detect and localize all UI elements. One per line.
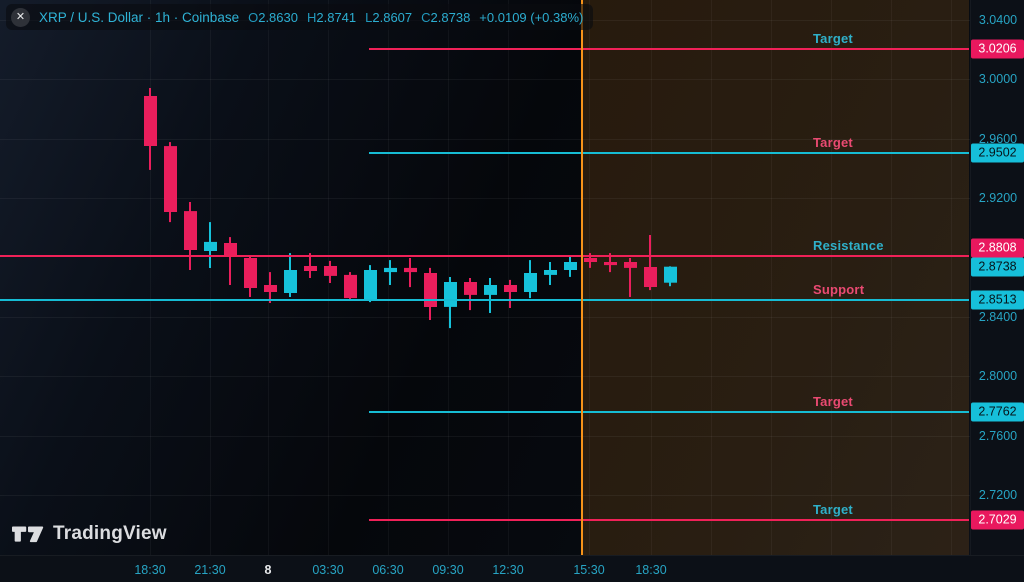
candle[interactable] xyxy=(664,266,677,287)
ohlc-c: C 2.8738 xyxy=(421,9,471,25)
price-tick-label: 2.8400 xyxy=(978,310,1018,324)
tradingview-logo-icon xyxy=(12,525,44,542)
tradingview-logo-text: TradingView xyxy=(53,523,167,544)
price-axis[interactable]: 3.0400 3.0000 2.9600 2.9200 2.8400 2.8000 2.76… xyxy=(970,0,1024,555)
candle[interactable] xyxy=(484,278,497,313)
price-badge: 2.7762 xyxy=(971,402,1024,422)
support-label: Support xyxy=(813,282,865,297)
time-axis[interactable]: 18:30 21:30 8 03:30 06:30 09:30 12:30 15:30 18:3… xyxy=(0,555,1024,582)
candle[interactable] xyxy=(524,260,537,299)
time-label: 21:30 xyxy=(194,562,226,577)
target-line[interactable] xyxy=(369,411,969,413)
price-tick-label: 3.0000 xyxy=(978,72,1018,86)
legend: ✕ XRP / U.S. Dollar · 1h · Coinbase O 2.8… xyxy=(6,4,594,30)
close-icon[interactable]: ✕ xyxy=(11,7,30,27)
time-label: 18:30 xyxy=(134,562,166,577)
ohlc-o: O 2.8630 xyxy=(248,9,298,25)
candle[interactable] xyxy=(504,279,517,308)
price-tick-label: 2.7600 xyxy=(978,429,1018,443)
price-tick-label: 2.9600 xyxy=(978,132,1018,146)
time-label: 18:30 xyxy=(635,562,667,577)
candle[interactable] xyxy=(184,202,197,270)
resistance-line[interactable] xyxy=(0,255,969,257)
session-vline[interactable] xyxy=(581,0,583,555)
price-tick-label: 2.8000 xyxy=(978,369,1018,383)
ohlc-values: O 2.8630 H 2.8741 L 2.8607 C 2.8738 xyxy=(248,10,470,25)
time-label: 06:30 xyxy=(372,562,404,577)
candle[interactable] xyxy=(644,235,657,291)
candlestick-series xyxy=(144,88,677,329)
tradingview-logo[interactable]: TradingView xyxy=(12,523,167,545)
candle[interactable] xyxy=(604,253,617,273)
candle[interactable] xyxy=(164,142,177,223)
candle[interactable] xyxy=(404,258,417,288)
ohlc-h: H 2.8741 xyxy=(306,9,357,25)
target-label: Target xyxy=(813,31,853,46)
candle[interactable] xyxy=(464,278,477,311)
time-label: 8 xyxy=(264,562,272,577)
price-change: +0.0109 (+0.38%) xyxy=(479,9,584,25)
candle[interactable] xyxy=(324,260,337,283)
candle[interactable] xyxy=(564,256,577,277)
chart-pane[interactable]: Target Target Resistance Support Target Targe… xyxy=(0,0,970,555)
candle[interactable] xyxy=(244,255,257,297)
price-badge: 2.7029 xyxy=(971,510,1024,530)
target-line[interactable] xyxy=(369,519,969,521)
candle[interactable] xyxy=(284,253,297,297)
time-label: 15:30 xyxy=(573,562,605,577)
target-line[interactable] xyxy=(369,152,969,154)
candle[interactable] xyxy=(424,267,437,320)
resistance-label: Resistance xyxy=(813,238,884,253)
price-tick-label: 3.0400 xyxy=(978,13,1018,27)
price-tick-label: 2.9200 xyxy=(978,191,1018,205)
symbol-title[interactable]: XRP / U.S. Dollar · 1h · Coinbase xyxy=(39,9,240,25)
price-tick-label: 2.7200 xyxy=(978,488,1018,502)
candle[interactable] xyxy=(264,272,277,303)
ohlc-l: L 2.8607 xyxy=(365,9,413,25)
candle[interactable] xyxy=(144,88,157,170)
support-line[interactable] xyxy=(0,299,969,301)
price-badge: 2.8513 xyxy=(971,290,1024,310)
candle[interactable] xyxy=(544,262,557,285)
candle[interactable] xyxy=(444,277,457,329)
time-label: 12:30 xyxy=(492,562,524,577)
price-badge: 2.8738 xyxy=(971,257,1024,277)
target-line[interactable] xyxy=(369,48,969,50)
price-badge: 2.8808 xyxy=(971,238,1024,258)
candle[interactable] xyxy=(344,272,357,301)
target-label: Target xyxy=(813,135,853,150)
candle[interactable] xyxy=(364,265,377,303)
price-badge: 3.0206 xyxy=(971,39,1024,59)
time-label: 03:30 xyxy=(312,562,344,577)
target-label: Target xyxy=(813,502,853,517)
price-badge: 2.9502 xyxy=(971,143,1024,163)
candle[interactable] xyxy=(384,260,397,285)
candle[interactable] xyxy=(584,253,597,268)
target-label: Target xyxy=(813,394,853,409)
candle[interactable] xyxy=(204,222,217,268)
time-label: 09:30 xyxy=(432,562,464,577)
candle[interactable] xyxy=(304,253,317,278)
candle[interactable] xyxy=(224,237,237,285)
candle[interactable] xyxy=(624,258,637,297)
